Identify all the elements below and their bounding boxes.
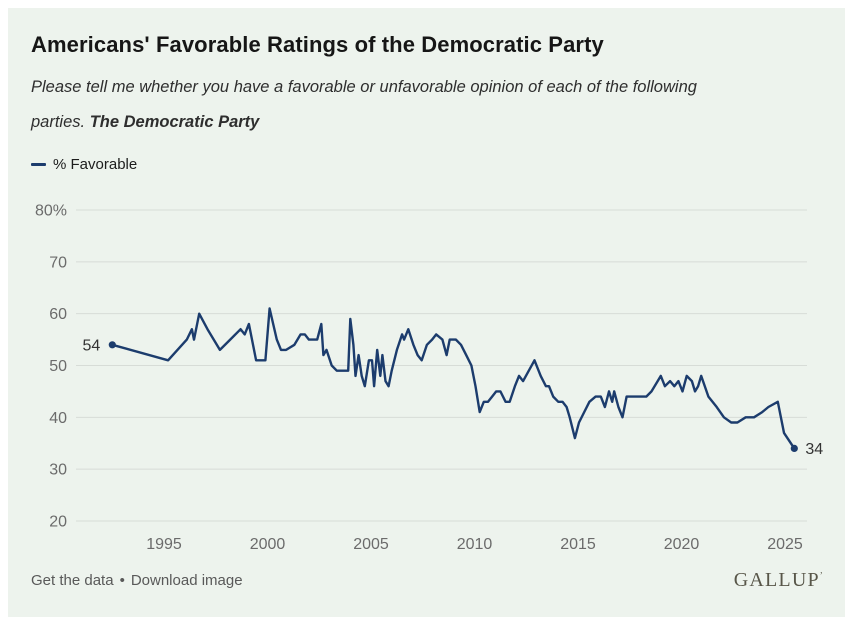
page-title: Americans' Favorable Ratings of the Demo… xyxy=(31,32,604,57)
legend-label: % Favorable xyxy=(53,156,138,173)
gallup-logo: GALLUPʼ xyxy=(734,569,824,592)
gallup-logo-text: GALLUP xyxy=(733,569,820,591)
subtitle-party-name: The Democratic Party xyxy=(89,113,260,131)
favorable-line-series[interactable] xyxy=(111,307,796,450)
gallup-logo-trademark: ʼ xyxy=(819,570,824,581)
get-the-data-link[interactable]: Get the data xyxy=(31,572,114,589)
chart-card: Americans' Favorable Ratings of the Demo… xyxy=(8,8,845,617)
chart-subtitle: Please tell me whether you have a favora… xyxy=(31,70,811,140)
footer-separator: • xyxy=(119,572,125,589)
footer-links: Get the data • Download image xyxy=(31,572,243,589)
subtitle-question-text-2: parties. xyxy=(31,113,90,131)
download-image-link[interactable]: Download image xyxy=(130,572,243,589)
legend-line-swatch xyxy=(31,162,46,167)
legend: % Favorable xyxy=(31,156,137,173)
subtitle-question-text: Please tell me whether you have a favora… xyxy=(31,78,697,96)
